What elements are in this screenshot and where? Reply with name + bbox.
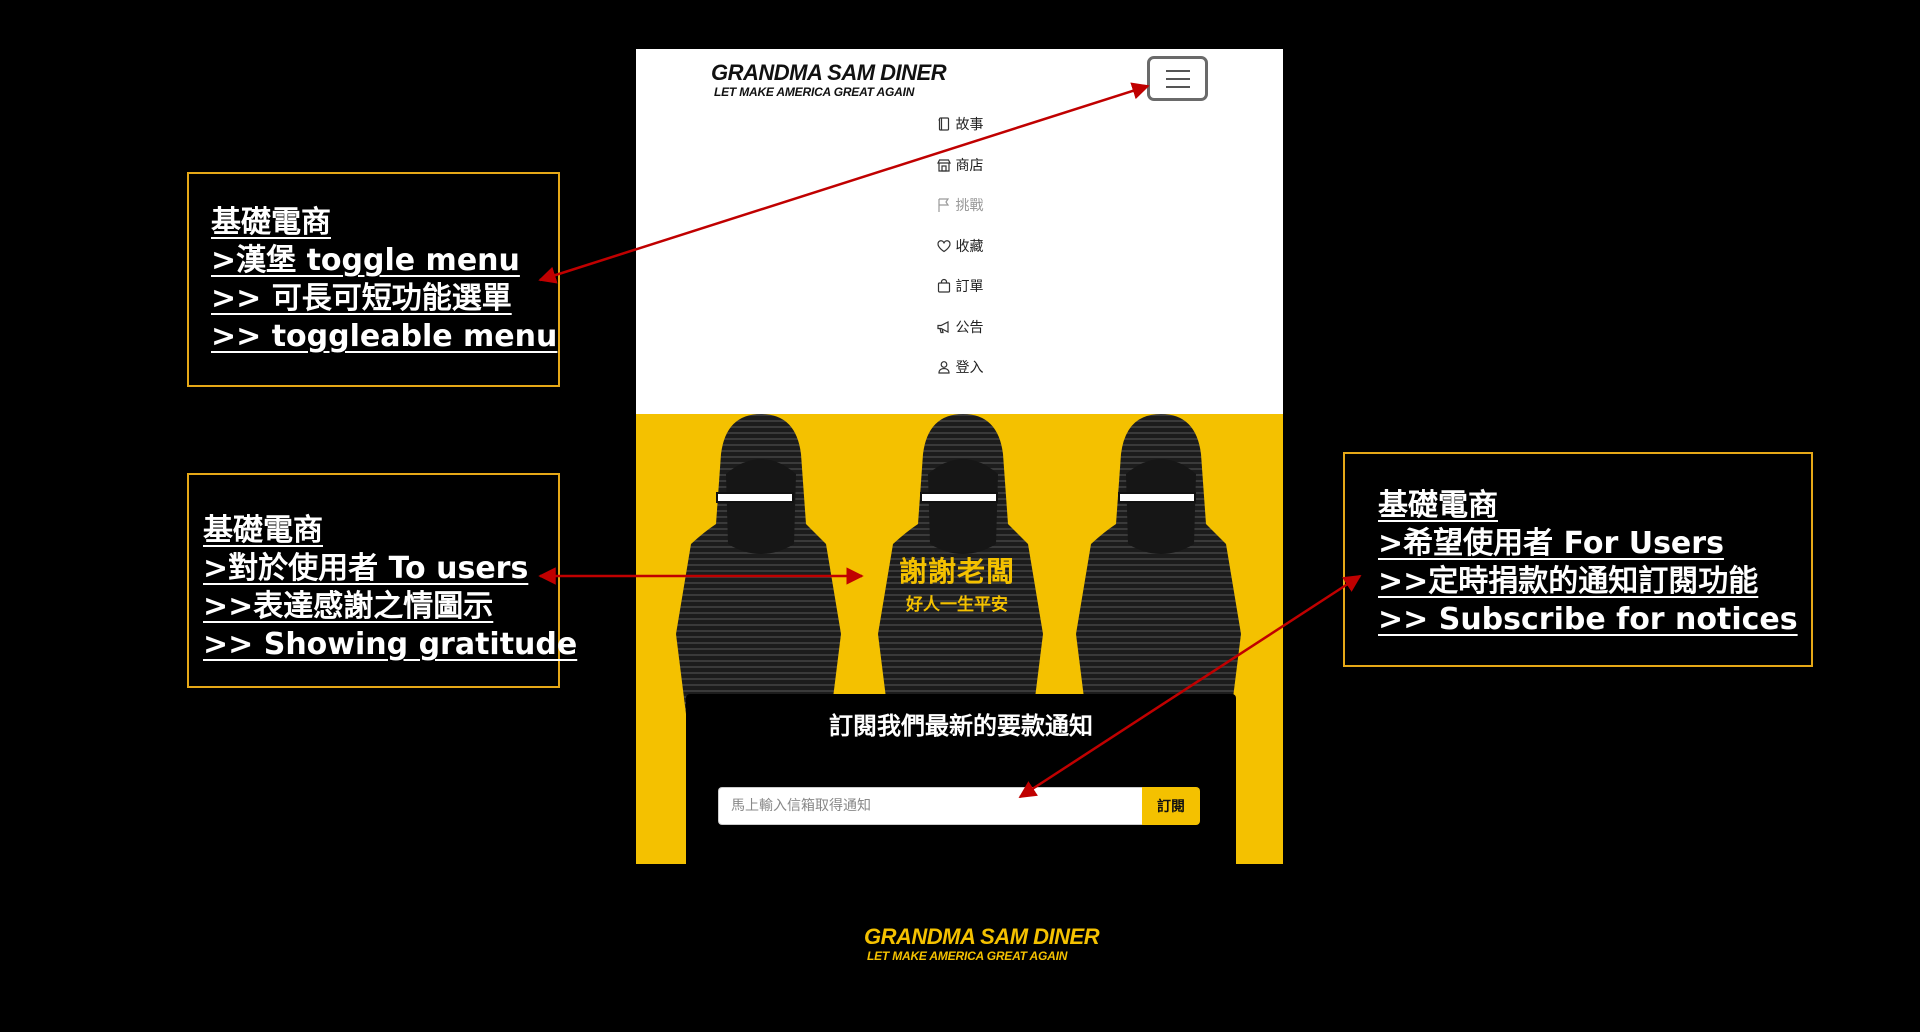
user-icon	[936, 359, 952, 375]
annotation-line: >> Showing gratitude	[203, 627, 578, 662]
heart-icon	[936, 238, 952, 254]
annotation-line: >希望使用者 For Users	[1378, 526, 1724, 561]
censor-bar	[716, 492, 794, 503]
hamburger-line-icon	[1165, 77, 1190, 80]
annotation-subscribe: 基礎電商 >希望使用者 For Users >>定時捐款的通知訂閱功能 >> S…	[1343, 452, 1813, 667]
annotation-toggle-menu: 基礎電商 >漢堡 toggle menu >> 可長可短功能選單 >> togg…	[187, 172, 560, 387]
mobile-page-mockup: GRANDMA SAM DINER LET MAKE AMERICA GREAT…	[636, 49, 1283, 864]
nav-item-shop[interactable]: 商店	[636, 145, 1283, 186]
footer-brand-title: GRANDMA SAM DINER	[864, 924, 1100, 949]
annotation-line: 基礎電商	[1378, 488, 1498, 523]
store-icon	[936, 157, 952, 173]
nav-item-label: 商店	[955, 157, 984, 174]
hamburger-line-icon	[1165, 69, 1190, 72]
book-icon	[936, 116, 952, 132]
nav-item-login[interactable]: 登入	[636, 347, 1283, 388]
annotation-line: >對於使用者 To users	[203, 551, 529, 586]
nav-item-announcements[interactable]: 公告	[636, 307, 1283, 348]
hamburger-toggle-button[interactable]	[1147, 56, 1208, 101]
censor-bar	[1118, 492, 1196, 503]
hero-title: 謝謝老闆	[898, 555, 1015, 588]
navbar: GRANDMA SAM DINER LET MAKE AMERICA GREAT…	[636, 49, 1283, 414]
gratitude-hero: 謝謝老闆 好人一生平安 訂閱我們最新的要款通知 訂閱	[636, 414, 1283, 864]
bowing-figure-image	[666, 414, 846, 714]
nav-item-orders[interactable]: 訂單	[636, 266, 1283, 307]
bowing-figure-image	[1066, 414, 1246, 714]
subscribe-form: 訂閱	[718, 787, 1200, 825]
annotation-line: >> Subscribe for notices	[1378, 602, 1798, 637]
brand-tagline: LET MAKE AMERICA GREAT AGAIN	[714, 85, 915, 99]
nav-item-label: 挑戰	[955, 198, 984, 215]
nav-item-label: 故事	[955, 117, 984, 134]
annotation-line: >漢堡 toggle menu	[211, 243, 520, 278]
nav-item-favorites[interactable]: 收藏	[636, 226, 1283, 267]
subscribe-button[interactable]: 訂閱	[1142, 787, 1200, 825]
brand-title: GRANDMA SAM DINER	[711, 60, 947, 85]
annotation-line: >>表達感謝之情圖示	[203, 589, 494, 624]
annotation-line: 基礎電商	[203, 513, 323, 548]
footer-brand-tagline: LET MAKE AMERICA GREAT AGAIN	[867, 949, 1068, 963]
email-input[interactable]	[718, 787, 1142, 825]
subscribe-title: 訂閱我們最新的要款通知	[829, 712, 1093, 740]
hamburger-line-icon	[1165, 85, 1190, 88]
annotation-line: >> toggleable menu	[211, 319, 558, 354]
nav-item-label: 收藏	[955, 238, 984, 255]
flag-icon	[936, 197, 952, 213]
nav-item-label: 公告	[955, 319, 984, 336]
megaphone-icon	[936, 319, 952, 335]
annotation-line: >>定時捐款的通知訂閱功能	[1378, 564, 1759, 599]
brand-logo[interactable]: GRANDMA SAM DINER LET MAKE AMERICA GREAT…	[711, 60, 947, 100]
annotation-line: >> 可長可短功能選單	[211, 281, 512, 316]
annotation-gratitude: 基礎電商 >對於使用者 To users >>表達感謝之情圖示 >> Showi…	[187, 473, 578, 688]
nav-item-challenge[interactable]: 挑戰	[636, 185, 1283, 226]
nav-menu: 故事 商店 挑戰 收藏	[636, 104, 1283, 388]
footer-brand-logo: GRANDMA SAM DINER LET MAKE AMERICA GREAT…	[864, 924, 1100, 964]
subscribe-panel: 訂閱我們最新的要款通知 訂閱	[686, 694, 1236, 864]
nav-item-label: 登入	[955, 360, 984, 377]
bag-icon	[936, 278, 952, 294]
nav-item-label: 訂單	[955, 279, 984, 296]
nav-item-story[interactable]: 故事	[636, 104, 1283, 145]
hero-subtitle: 好人一生平安	[906, 595, 1008, 615]
censor-bar	[920, 492, 998, 503]
bowing-figure-image	[868, 414, 1048, 714]
annotation-line: 基礎電商	[211, 205, 331, 240]
